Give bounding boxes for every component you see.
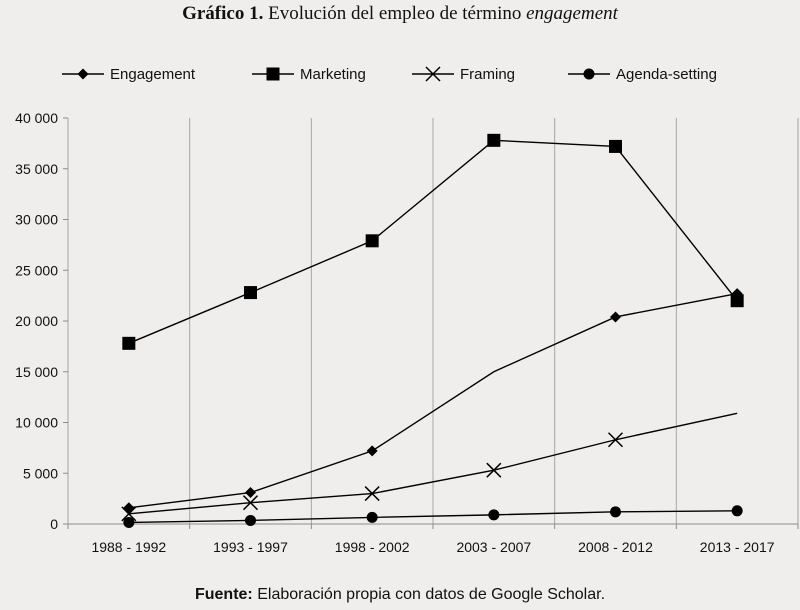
source-text: Elaboración propia con datos de Google S…: [257, 586, 606, 603]
legend-label: Marketing: [300, 66, 366, 83]
y-tick-label: 20 000: [15, 313, 58, 329]
data-point-engagement: [366, 445, 378, 457]
y-tick-label: 0: [50, 516, 58, 532]
x-tick-label: 1988 - 1992: [91, 539, 166, 555]
series-line-agenda-setting: [128, 510, 738, 524]
y-tick-label: 40 000: [15, 110, 58, 126]
data-point-marketing: [487, 133, 501, 147]
data-point-agenda-setting: [610, 506, 621, 518]
chart-title: Gráfico 1. Evolución del empleo de térmi…: [0, 3, 800, 25]
series-line-engagement: [128, 292, 738, 509]
legend-item-framing: Framing: [412, 66, 515, 83]
chart-title-text: Evolución del empleo de término: [268, 3, 522, 24]
legend-label: Framing: [460, 66, 515, 83]
series-line-framing: [128, 412, 738, 515]
y-tick-label: 35 000: [15, 161, 58, 177]
legend-label: Agenda-setting: [616, 66, 717, 83]
legend-item-marketing: Marketing: [252, 66, 366, 83]
x-tick-label: 2008 - 2012: [578, 539, 653, 555]
y-tick-label: 5 000: [23, 465, 58, 481]
y-tick-label: 10 000: [15, 415, 58, 431]
series-line-marketing: [128, 139, 738, 344]
y-tick-label: 25 000: [15, 262, 58, 278]
x-tick-label: 2003 - 2007: [456, 539, 531, 555]
legend-marker: [425, 66, 441, 82]
data-point-agenda-setting: [488, 509, 500, 521]
data-point-framing: [121, 506, 137, 522]
data-point-engagement: [123, 502, 135, 514]
data-point-framing: [364, 486, 380, 502]
y-tick-label: 15 000: [15, 364, 58, 380]
data-point-agenda-setting: [245, 514, 256, 526]
series-agenda-setting: [123, 505, 743, 528]
x-tick-label: 1993 - 1997: [213, 539, 288, 555]
data-point-engagement: [245, 487, 256, 499]
chart-title-lead: Gráfico 1.: [182, 3, 264, 24]
data-point-marketing: [365, 234, 379, 248]
data-point-marketing: [730, 294, 744, 308]
source-lead: Fuente:: [194, 586, 253, 603]
legend-label: Engagement: [110, 66, 196, 83]
y-tick-label: 30 000: [15, 212, 58, 228]
data-point-agenda-setting: [366, 511, 378, 523]
source-note: Fuente: Elaboración propia con datos de …: [0, 586, 800, 604]
chart-title-emphasis: engagement: [526, 3, 618, 24]
x-tick-label: 2013 - 2017: [700, 539, 775, 555]
legend-marker: [583, 68, 595, 80]
data-point-framing: [486, 462, 502, 478]
x-tick-label: 1998 - 2002: [335, 539, 410, 555]
legend-marker: [266, 67, 280, 81]
data-point-framing: [607, 432, 624, 448]
data-point-marketing: [609, 139, 622, 153]
data-point-marketing: [122, 336, 136, 350]
data-point-agenda-setting: [123, 516, 135, 528]
series-marketing: [122, 133, 744, 350]
data-point-agenda-setting: [731, 505, 743, 517]
data-point-engagement: [610, 311, 621, 323]
line-chart: 0 5 000 10 000 15 000 20 000 25 000 30 000 35 0…: [15, 66, 799, 555]
legend-marker: [77, 68, 89, 80]
data-point-framing: [242, 495, 259, 511]
legend-item-agenda-setting: Agenda-setting: [568, 66, 717, 83]
legend-item-engagement: Engagement: [62, 66, 196, 83]
data-point-marketing: [244, 286, 257, 300]
series-framing: [121, 412, 738, 522]
